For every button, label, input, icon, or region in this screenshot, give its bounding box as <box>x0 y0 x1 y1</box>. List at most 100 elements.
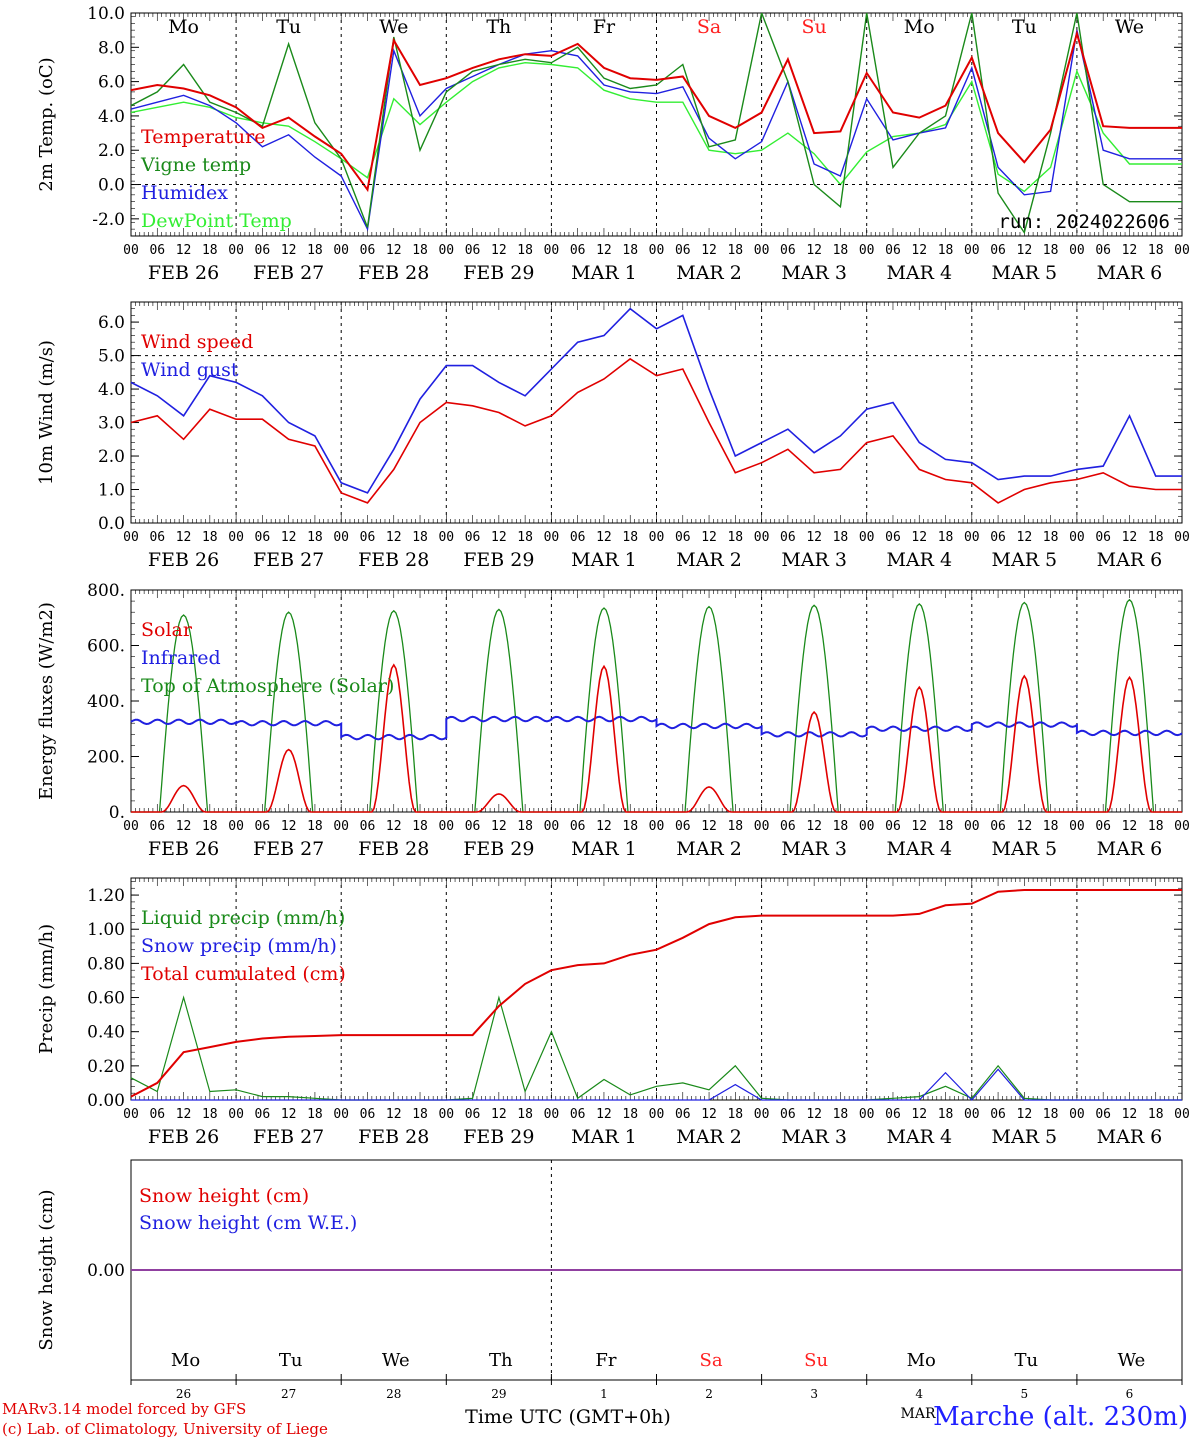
legend-entry: Humidex <box>141 182 228 204</box>
series-line-infrared <box>130 715 1183 741</box>
hour-tick-label: 06 <box>570 530 586 545</box>
hour-tick-label: 18 <box>202 243 218 258</box>
hour-tick-label: 12 <box>386 243 402 258</box>
day-name: Sa <box>700 1350 723 1371</box>
y-tick-label: 0.0 <box>98 514 125 534</box>
hour-tick-label: 00 <box>544 1107 560 1122</box>
y-axis-label: 10m Wind (m/s) <box>36 340 57 485</box>
date-label: MAR 6 <box>1097 262 1163 284</box>
y-tick-label: 0.60 <box>87 989 125 1009</box>
hour-tick-label: 18 <box>1043 1107 1059 1122</box>
hour-tick-label: 06 <box>149 530 165 545</box>
hour-tick-label: 12 <box>386 1107 402 1122</box>
legend-entry: Top of Atmosphere (Solar) <box>141 675 394 697</box>
hour-tick-label: 12 <box>176 530 192 545</box>
date-label: MAR 4 <box>886 262 952 284</box>
y-tick-label: 5.0 <box>98 347 125 367</box>
hour-tick-label: 00 <box>544 819 560 834</box>
hour-tick-label: 12 <box>596 243 612 258</box>
day-number: 26 <box>176 1387 191 1401</box>
date-label: MAR 2 <box>676 838 742 860</box>
date-label: MAR 6 <box>1097 549 1163 571</box>
date-label: FEB 28 <box>358 549 429 571</box>
hour-tick-label: 00 <box>964 819 980 834</box>
hour-tick-label: 18 <box>938 530 954 545</box>
hour-tick-label: 18 <box>833 243 849 258</box>
hour-tick-label: 12 <box>806 530 822 545</box>
hour-tick-label: 18 <box>1148 1107 1164 1122</box>
hour-tick-label: 06 <box>1095 243 1111 258</box>
hour-tick-label: 18 <box>1148 530 1164 545</box>
day-name: Fr <box>595 1350 616 1371</box>
hour-tick-label: 06 <box>570 1107 586 1122</box>
series-line-wind-gust <box>130 307 1182 494</box>
hour-tick-label: 06 <box>255 243 271 258</box>
hour-tick-label: 12 <box>911 530 927 545</box>
hour-tick-label: 12 <box>281 530 297 545</box>
hour-tick-label: 00 <box>964 243 980 258</box>
hour-tick-label: 06 <box>149 243 165 258</box>
day-name: Th <box>489 1350 513 1371</box>
y-axis-label: Energy fluxes (W/m2) <box>36 602 57 800</box>
day-name: Fr <box>593 16 616 38</box>
hour-tick-label: 18 <box>622 819 638 834</box>
y-tick-label: 6.0 <box>98 313 125 333</box>
y-tick-label: 200. <box>87 748 125 768</box>
day-name: Mo <box>168 16 199 38</box>
hour-tick-label: 12 <box>281 819 297 834</box>
hour-tick-label: 00 <box>123 243 139 258</box>
hour-tick-label: 06 <box>149 819 165 834</box>
run-label: run: 2024022606 <box>998 211 1170 233</box>
hour-tick-label: 12 <box>701 243 717 258</box>
hour-tick-label: 00 <box>649 819 665 834</box>
legend-entry: Wind speed <box>141 331 253 353</box>
day-number: 27 <box>281 1387 296 1401</box>
hour-tick-label: 12 <box>911 819 927 834</box>
date-label: FEB 27 <box>253 262 324 284</box>
day-number: 28 <box>386 1387 401 1401</box>
hour-tick-label: 18 <box>727 819 743 834</box>
legend-entry: Solar <box>141 619 193 641</box>
hour-tick-label: 18 <box>412 530 428 545</box>
hour-tick-label: 12 <box>1017 243 1033 258</box>
hour-tick-label: 00 <box>438 530 454 545</box>
date-label: MAR 3 <box>781 262 847 284</box>
legend-entry: Infrared <box>141 647 221 669</box>
series-line-snow-precip <box>131 1068 1182 1101</box>
date-label: FEB 26 <box>148 838 219 860</box>
hour-tick-label: 18 <box>517 1107 533 1122</box>
hour-tick-label: 18 <box>938 1107 954 1122</box>
y-tick-label: 1.0 <box>98 481 125 501</box>
date-label: MAR 1 <box>571 1126 637 1148</box>
hour-tick-label: 18 <box>307 819 323 834</box>
hour-tick-label: 18 <box>622 530 638 545</box>
y-tick-label: 4.0 <box>98 380 125 400</box>
hour-tick-label: 00 <box>438 819 454 834</box>
hour-tick-label: 06 <box>885 1107 901 1122</box>
day-name: Mo <box>171 1350 200 1371</box>
date-label: MAR 5 <box>992 262 1058 284</box>
hour-tick-label: 12 <box>1122 1107 1138 1122</box>
y-tick-label: 0.00 <box>87 1261 125 1281</box>
hour-tick-label: 12 <box>806 243 822 258</box>
hour-tick-label: 06 <box>360 1107 376 1122</box>
legend-entry: Snow height (cm W.E.) <box>139 1212 357 1234</box>
hour-tick-label: 00 <box>964 1107 980 1122</box>
hour-tick-label: 12 <box>1122 819 1138 834</box>
hour-tick-label: 00 <box>649 530 665 545</box>
date-label: MAR 6 <box>1097 1126 1163 1148</box>
hour-tick-label: 12 <box>911 243 927 258</box>
legend-entry: Snow precip (mm/h) <box>141 935 337 957</box>
date-label: FEB 29 <box>463 262 534 284</box>
date-label: MAR 4 <box>886 549 952 571</box>
date-label: FEB 29 <box>463 838 534 860</box>
y-axis-label: Snow height (cm) <box>36 1189 57 1350</box>
series-line-liquid-precip <box>130 995 1182 1101</box>
hour-tick-label: 18 <box>202 1107 218 1122</box>
hour-tick-label: 00 <box>859 1107 875 1122</box>
legend-entry: Wind gust <box>141 359 239 381</box>
hour-tick-label: 18 <box>1043 243 1059 258</box>
date-label: MAR 3 <box>781 838 847 860</box>
hour-tick-label: 06 <box>465 243 481 258</box>
hour-tick-label: 12 <box>701 819 717 834</box>
